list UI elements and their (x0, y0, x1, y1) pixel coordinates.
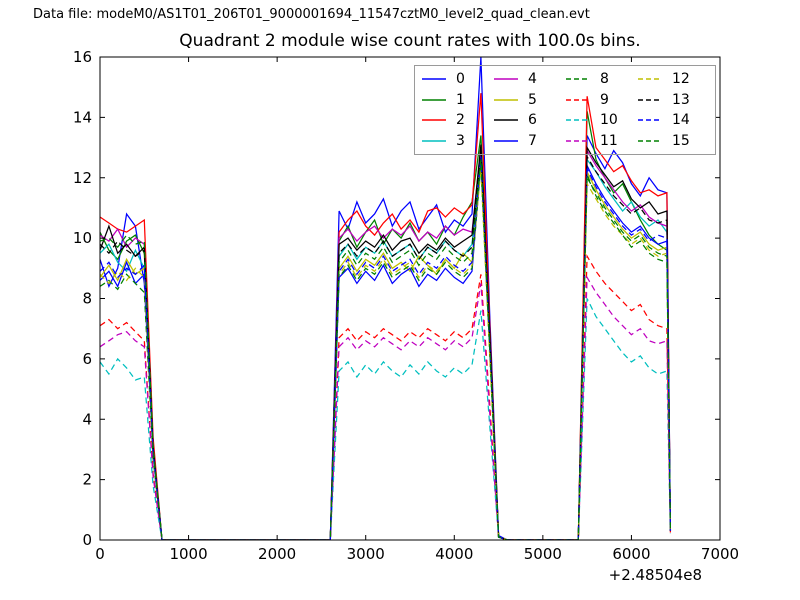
series-line-11 (100, 275, 672, 540)
legend-line-sample-icon (566, 119, 590, 122)
legend-line-sample-icon (422, 78, 446, 81)
legend-item-7: 7 (493, 131, 565, 152)
series-line-10 (100, 298, 672, 540)
x-tick-label: 3000 (347, 545, 385, 563)
y-tick-label: 4 (82, 410, 92, 428)
legend-label: 14 (672, 112, 690, 129)
legend-label: 4 (528, 71, 537, 88)
chart-title: Quadrant 2 module wise count rates with … (179, 31, 641, 51)
data-file-label: Data file: modeM0/AS1T01_206T01_90000016… (33, 7, 590, 22)
series-line-14 (100, 156, 672, 540)
legend-line-sample-icon (494, 78, 518, 81)
legend-label: 11 (600, 132, 618, 149)
y-tick-label: 10 (73, 229, 92, 247)
legend-label: 1 (456, 91, 465, 108)
legend-line-sample-icon (566, 78, 590, 81)
legend-line-sample-icon (494, 119, 518, 122)
legend-line-sample-icon (494, 98, 518, 101)
legend-line-sample-icon (422, 98, 446, 101)
legend-item-5: 5 (493, 90, 565, 111)
x-tick-label: 2000 (258, 545, 296, 563)
x-tick-label: 5000 (524, 545, 562, 563)
x-tick-label: 1000 (169, 545, 207, 563)
legend-item-13: 13 (637, 90, 709, 111)
series-line-8 (100, 165, 672, 540)
series-line-4 (100, 147, 672, 540)
legend-item-3: 3 (421, 131, 493, 152)
legend-label: 5 (528, 91, 537, 108)
legend-item-2: 2 (421, 110, 493, 131)
legend-line-sample-icon (638, 139, 662, 142)
y-tick-label: 8 (82, 290, 92, 308)
series-line-13 (100, 150, 672, 540)
legend-item-4: 4 (493, 69, 565, 90)
legend-line-sample-icon (494, 139, 518, 142)
legend-line-sample-icon (638, 98, 662, 101)
series-lines (100, 57, 672, 540)
y-tick-label: 12 (73, 169, 92, 187)
series-line-6 (100, 144, 672, 540)
legend-item-14: 14 (637, 110, 709, 131)
legend-label: 9 (600, 91, 609, 108)
legend-item-10: 10 (565, 110, 637, 131)
legend-line-sample-icon (638, 78, 662, 81)
legend-line-sample-icon (422, 139, 446, 142)
series-line-0 (100, 57, 672, 540)
x-tick-label: 6000 (612, 545, 650, 563)
legend-item-6: 6 (493, 110, 565, 131)
series-line-9 (100, 254, 672, 540)
series-line-2 (100, 93, 672, 540)
legend-label: 7 (528, 132, 537, 149)
legend-label: 13 (672, 91, 690, 108)
legend-item-1: 1 (421, 90, 493, 111)
legend-line-sample-icon (422, 119, 446, 122)
legend-item-0: 0 (421, 69, 493, 90)
x-tick-label: 7000 (701, 545, 739, 563)
y-tick-label: 6 (82, 350, 92, 368)
legend-label: 15 (672, 132, 690, 149)
legend-label: 3 (456, 132, 465, 149)
y-tick-label: 14 (73, 108, 92, 126)
legend-label: 10 (600, 112, 618, 129)
legend-item-9: 9 (565, 90, 637, 111)
series-line-7 (100, 162, 672, 540)
legend-item-12: 12 (637, 69, 709, 90)
legend-label: 2 (456, 112, 465, 129)
legend-item-15: 15 (637, 131, 709, 152)
legend-line-sample-icon (566, 139, 590, 142)
legend-label: 12 (672, 71, 690, 88)
x-tick-label: 4000 (435, 545, 473, 563)
legend-label: 8 (600, 71, 609, 88)
legend-item-8: 8 (565, 69, 637, 90)
legend: 0 1 2 3 4 5 6 7 8 9 10 11 12 13 14 15 (414, 65, 716, 155)
y-tick-label: 2 (82, 471, 92, 489)
x-axis-offset-label: +2.48504e8 (609, 566, 702, 584)
y-tick-label: 0 (82, 531, 92, 549)
legend-label: 0 (456, 71, 465, 88)
legend-item-11: 11 (565, 131, 637, 152)
legend-line-sample-icon (566, 98, 590, 101)
series-line-5 (100, 159, 672, 540)
x-tick-label: 0 (95, 545, 105, 563)
legend-label: 6 (528, 112, 537, 129)
legend-line-sample-icon (638, 119, 662, 122)
y-tick-label: 16 (73, 48, 92, 66)
